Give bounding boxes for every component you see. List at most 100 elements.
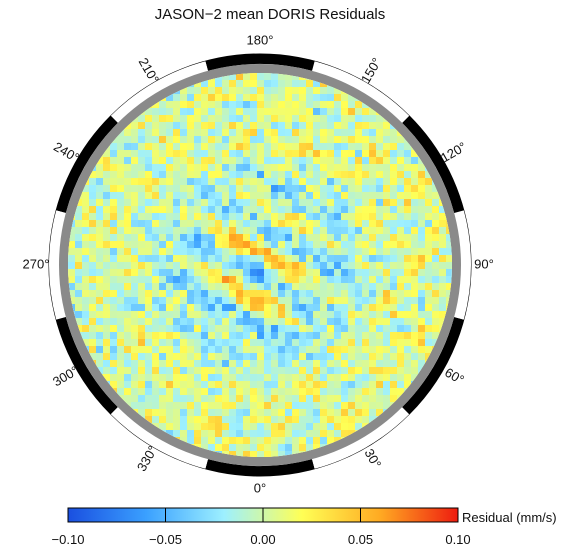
heatmap-cell (103, 157, 111, 165)
heatmap-cell (131, 171, 139, 179)
heatmap-cell (271, 339, 279, 347)
heatmap-cell (320, 402, 328, 410)
heatmap-cell (243, 381, 251, 389)
heatmap-cell (376, 395, 384, 403)
heatmap-cell (264, 290, 272, 298)
heatmap-cell (215, 213, 223, 221)
heatmap-cell (180, 353, 188, 361)
heatmap-cell (327, 185, 335, 193)
heatmap-cell (355, 276, 363, 284)
heatmap-cell (152, 248, 160, 256)
heatmap-cell (334, 290, 342, 298)
heatmap-cell (138, 115, 146, 123)
heatmap-cell (194, 171, 202, 179)
heatmap-cell (152, 388, 160, 396)
heatmap-cell (334, 199, 342, 207)
heatmap-cell (159, 423, 167, 431)
heatmap-cell (110, 304, 118, 312)
heatmap-cell (299, 367, 307, 375)
heatmap-cell (124, 269, 132, 277)
heatmap-cell (152, 143, 160, 151)
heatmap-cell (222, 409, 230, 417)
heatmap-cell (397, 269, 405, 277)
heatmap-cell (145, 409, 153, 417)
heatmap-cell (362, 143, 370, 151)
heatmap-cell (397, 220, 405, 228)
heatmap-cell (313, 157, 321, 165)
heatmap-cell (257, 276, 265, 284)
heatmap-cell (124, 157, 132, 165)
heatmap-cell (313, 297, 321, 305)
heatmap-cell (285, 437, 293, 445)
heatmap-cell (89, 241, 97, 249)
heatmap-cell (159, 248, 167, 256)
heatmap-cell (229, 255, 237, 263)
heatmap-cell (250, 192, 258, 200)
heatmap-cell (341, 402, 349, 410)
heatmap-cell (250, 332, 258, 340)
heatmap-cell (257, 262, 265, 270)
heatmap-cell (327, 143, 335, 151)
heatmap-cell (334, 311, 342, 319)
heatmap-cell (264, 318, 272, 326)
heatmap-cell (425, 304, 433, 312)
heatmap-cell (404, 311, 412, 319)
heatmap-cell (257, 150, 265, 158)
heatmap-cell (369, 395, 377, 403)
heatmap-cell (159, 402, 167, 410)
heatmap-cell (215, 318, 223, 326)
heatmap-cell (222, 171, 230, 179)
heatmap-cell (180, 192, 188, 200)
heatmap-cell (222, 318, 230, 326)
heatmap-cell (110, 234, 118, 242)
heatmap-cell (103, 227, 111, 235)
heatmap-cell (425, 206, 433, 214)
heatmap-cell (145, 178, 153, 186)
heatmap-cell (131, 164, 139, 172)
heatmap-cell (250, 269, 258, 277)
heatmap-cell (320, 136, 328, 144)
heatmap-cell (306, 318, 314, 326)
heatmap-cell (138, 213, 146, 221)
heatmap-cell (75, 248, 83, 256)
heatmap-cell (390, 290, 398, 298)
heatmap-cell (418, 269, 426, 277)
heatmap-cell (124, 136, 132, 144)
heatmap-cell (222, 325, 230, 333)
heatmap-cell (166, 353, 174, 361)
heatmap-cell (124, 388, 132, 396)
heatmap-cell (117, 213, 125, 221)
heatmap-cell (138, 409, 146, 417)
heatmap-cell (285, 339, 293, 347)
heatmap-cell (320, 409, 328, 417)
heatmap-cell (390, 325, 398, 333)
heatmap-cell (117, 178, 125, 186)
heatmap-cell (299, 143, 307, 151)
heatmap-cell (117, 150, 125, 158)
heatmap-cell (369, 255, 377, 263)
heatmap-cell (334, 423, 342, 431)
heatmap-cell (131, 346, 139, 354)
heatmap-cell (110, 150, 118, 158)
heatmap-cell (362, 269, 370, 277)
heatmap-cell (306, 220, 314, 228)
heatmap-cell (208, 143, 216, 151)
heatmap-cell (152, 269, 160, 277)
heatmap-cell (299, 311, 307, 319)
heatmap-cell (117, 143, 125, 151)
heatmap-cell (243, 444, 251, 452)
heatmap-cell (201, 220, 209, 228)
heatmap-cell (75, 220, 83, 228)
heatmap-cell (103, 178, 111, 186)
heatmap-cell (103, 353, 111, 361)
heatmap-cell (138, 241, 146, 249)
heatmap-cell (152, 304, 160, 312)
heatmap-cell (131, 332, 139, 340)
heatmap-cell (180, 178, 188, 186)
heatmap-cell (390, 199, 398, 207)
heatmap-cell (82, 199, 90, 207)
heatmap-cell (208, 199, 216, 207)
heatmap-cell (138, 290, 146, 298)
heatmap-cell (173, 206, 181, 214)
heatmap-cell (103, 150, 111, 158)
